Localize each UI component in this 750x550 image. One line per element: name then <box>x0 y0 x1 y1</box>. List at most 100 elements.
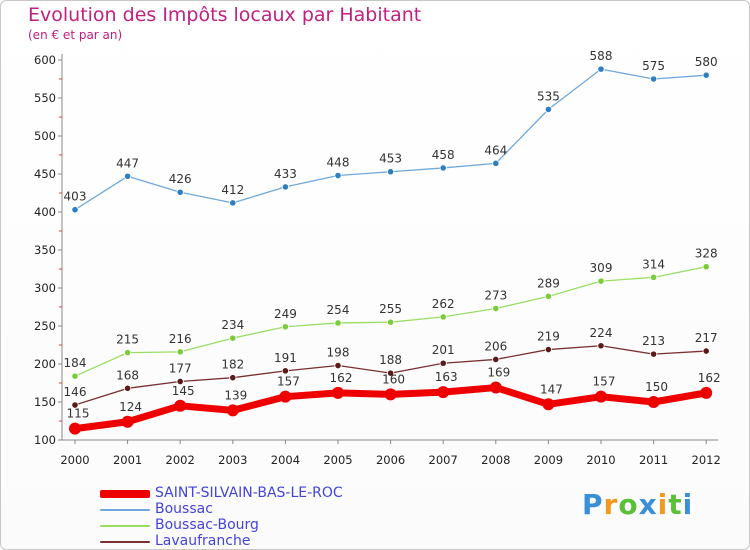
data-label: 273 <box>484 289 507 303</box>
proxiti-logo: Proxiti <box>582 488 693 521</box>
data-label: 314 <box>642 257 665 271</box>
x-tick-label: 2008 <box>481 453 510 467</box>
data-point <box>281 367 289 375</box>
data-point <box>544 105 553 114</box>
data-point <box>489 381 502 394</box>
data-label: 588 <box>590 49 613 63</box>
data-point <box>229 334 237 342</box>
data-label: 124 <box>119 400 142 414</box>
data-point <box>176 377 184 386</box>
y-tick-label: 100 <box>34 433 56 447</box>
data-point <box>647 396 660 408</box>
data-label: 182 <box>221 358 244 372</box>
data-label: 453 <box>379 152 402 166</box>
data-label: 309 <box>590 261 613 275</box>
data-point <box>226 404 239 417</box>
data-point <box>492 355 500 364</box>
logo-letter: x <box>638 488 658 521</box>
logo-letter: r <box>603 488 619 521</box>
data-label: 198 <box>327 346 350 360</box>
data-label: 162 <box>330 371 353 385</box>
y-tick-label: 400 <box>34 205 56 219</box>
data-point <box>281 183 289 191</box>
y-tick-label: 200 <box>34 357 56 371</box>
data-point <box>124 384 132 392</box>
data-point <box>281 323 289 331</box>
data-point <box>649 273 658 281</box>
data-point <box>386 168 395 176</box>
data-label: 169 <box>487 366 510 380</box>
data-label: 249 <box>274 307 297 321</box>
data-point <box>176 188 184 196</box>
data-point <box>124 172 132 180</box>
labels-layer: 115 124 145 139 157 162 160 163 169 147 157 150 162 4… <box>64 49 721 420</box>
data-label: 403 <box>64 190 87 204</box>
data-label: 157 <box>277 375 300 389</box>
data-label: 147 <box>540 382 563 396</box>
data-point <box>649 350 658 358</box>
data-point <box>702 263 710 271</box>
data-point <box>229 199 237 207</box>
data-point <box>384 388 397 401</box>
y-tick-label: 600 <box>34 53 56 67</box>
data-point <box>597 277 605 285</box>
data-label: 168 <box>116 368 139 382</box>
data-label: 145 <box>172 384 195 398</box>
data-label: 217 <box>695 331 718 345</box>
logo-letter: o <box>618 488 639 521</box>
y-tick-label: 150 <box>34 395 56 409</box>
data-point <box>702 71 710 79</box>
data-label: 234 <box>221 318 244 332</box>
data-label: 224 <box>590 326 613 340</box>
y-tick-label: 450 <box>34 167 56 181</box>
data-label: 219 <box>537 330 560 344</box>
data-label: 191 <box>274 351 297 365</box>
data-label: 115 <box>67 407 90 421</box>
x-tick-label: 2003 <box>218 453 247 467</box>
data-point <box>124 348 132 357</box>
data-point <box>334 319 342 327</box>
data-point <box>597 65 605 73</box>
series-line <box>74 68 707 211</box>
x-tick-label: 2002 <box>166 453 195 467</box>
data-point <box>279 390 292 403</box>
data-point <box>492 159 500 167</box>
data-point <box>386 369 395 377</box>
data-point <box>439 313 447 321</box>
data-point <box>71 401 79 409</box>
data-point <box>334 171 342 180</box>
x-tick-label: 2011 <box>639 453 668 467</box>
data-label: 157 <box>593 375 616 389</box>
x-tick-label: 2004 <box>271 453 300 467</box>
data-label: 447 <box>116 156 139 170</box>
data-point <box>439 164 447 172</box>
data-point <box>121 415 134 428</box>
data-label: 426 <box>169 172 192 186</box>
legend-swatch <box>100 525 150 527</box>
logo-letter: P <box>582 488 604 521</box>
y-tick-label: 350 <box>34 243 56 257</box>
data-label: 575 <box>642 59 665 73</box>
chart-subtitle: (en € et par an) <box>28 28 123 42</box>
chart-title: Evolution des Impôts locaux par Habitant <box>28 4 422 26</box>
data-point <box>386 318 395 326</box>
data-label: 215 <box>116 333 139 347</box>
data-label: 535 <box>537 89 560 103</box>
data-label: 464 <box>484 143 507 157</box>
data-point <box>544 345 553 354</box>
data-label: 146 <box>64 385 87 399</box>
data-label: 201 <box>432 343 455 357</box>
data-label: 163 <box>435 370 458 384</box>
data-point <box>544 292 553 300</box>
y-tick-label: 250 <box>34 319 56 333</box>
data-point <box>492 304 500 313</box>
x-tick-label: 2006 <box>376 453 405 467</box>
data-point <box>334 361 342 370</box>
data-label: 254 <box>327 303 350 317</box>
legend-swatch <box>100 490 150 498</box>
logo-letter: t <box>668 488 683 521</box>
data-point <box>437 386 450 399</box>
legend-swatch <box>100 541 150 543</box>
data-label: 448 <box>327 156 350 170</box>
data-point <box>332 386 344 399</box>
